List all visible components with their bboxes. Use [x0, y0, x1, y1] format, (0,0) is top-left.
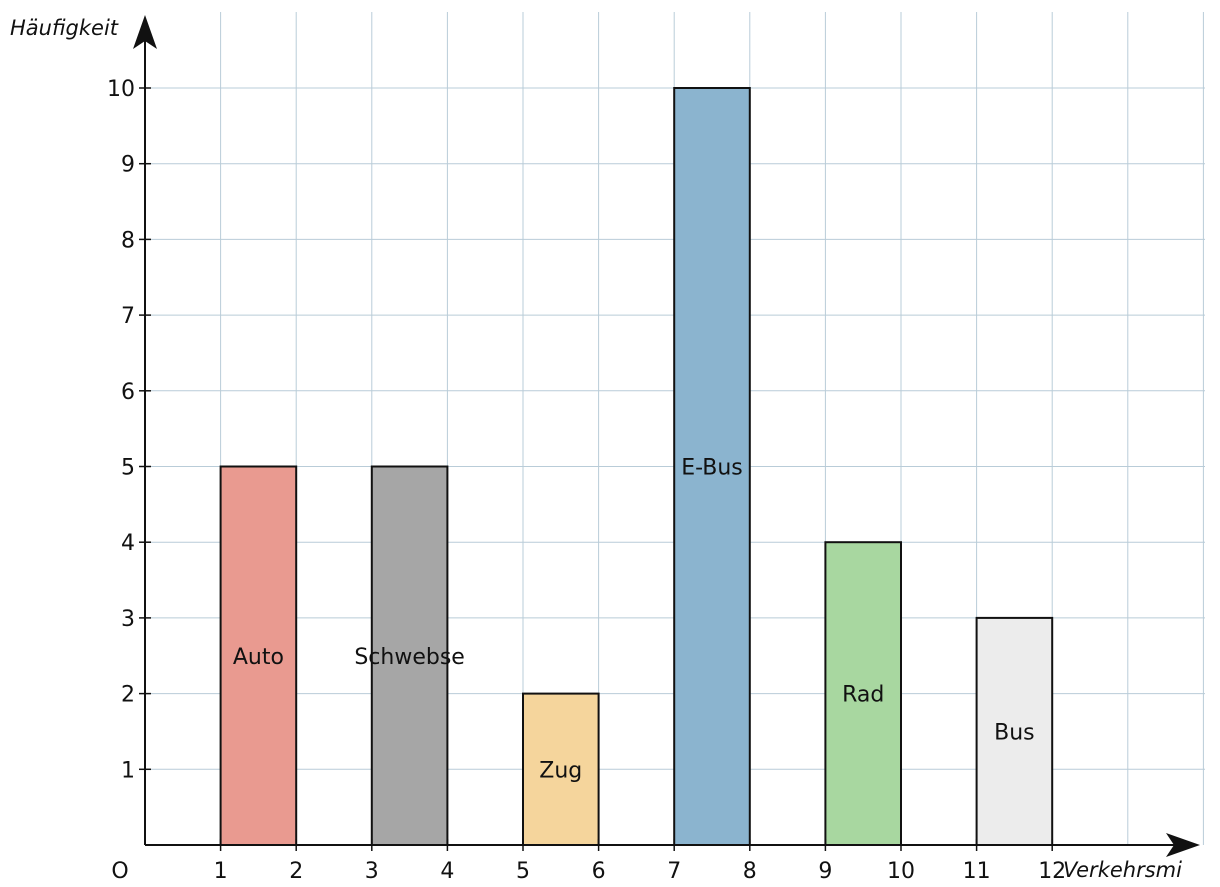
x-tick-label: 1	[214, 859, 228, 884]
y-tick-label: 8	[121, 228, 135, 253]
x-tick-label: 2	[289, 859, 303, 884]
y-axis-label: Häufigkeit	[10, 16, 119, 40]
x-tick-label: 10	[887, 859, 915, 884]
x-tick-label: 6	[592, 859, 606, 884]
x-tick-label: 11	[963, 859, 991, 884]
bar-label-e-bus: E-Bus	[681, 456, 743, 481]
y-tick-label: 4	[121, 531, 135, 556]
x-tick-label: 3	[365, 859, 379, 884]
x-tick-label: 9	[818, 859, 832, 884]
x-tick-label: 12	[1038, 859, 1066, 884]
bar-auto	[219, 465, 298, 846]
bars: Auto Schwebse Zug E-Bus Rad Bus	[219, 87, 1054, 847]
x-axis-arrow-icon	[1166, 833, 1200, 857]
y-axis-arrow-icon	[133, 15, 157, 49]
origin-label: O	[111, 859, 128, 884]
bar-rad	[824, 541, 903, 846]
bar-label-zug: Zug	[539, 758, 582, 783]
y-tick-label: 1	[121, 758, 135, 783]
x-tick-label: 7	[667, 859, 681, 884]
x-tick-label: 8	[743, 859, 757, 884]
bar-label-bus: Bus	[994, 720, 1035, 745]
x-tick-label: 4	[440, 859, 454, 884]
bar-schwebse	[370, 465, 449, 846]
bar-label-schwebse: Schwebse	[354, 645, 465, 670]
bar-label-auto: Auto	[233, 645, 284, 670]
x-tick-label: 5	[516, 859, 530, 884]
y-tick-label: 2	[121, 683, 135, 708]
bar-label-rad: Rad	[842, 683, 884, 708]
axes	[133, 15, 1200, 857]
y-tick-label: 9	[121, 153, 135, 178]
y-tick-label: 5	[121, 456, 135, 481]
y-tick-label: 3	[121, 607, 135, 632]
x-axis-label: Verkehrsmi	[1063, 858, 1182, 882]
bar-e-bus	[673, 87, 751, 846]
y-tick-label: 6	[121, 380, 135, 405]
y-tick-label: 7	[121, 304, 135, 329]
y-tick-label: 10	[107, 77, 135, 102]
bar-zug	[522, 692, 600, 846]
